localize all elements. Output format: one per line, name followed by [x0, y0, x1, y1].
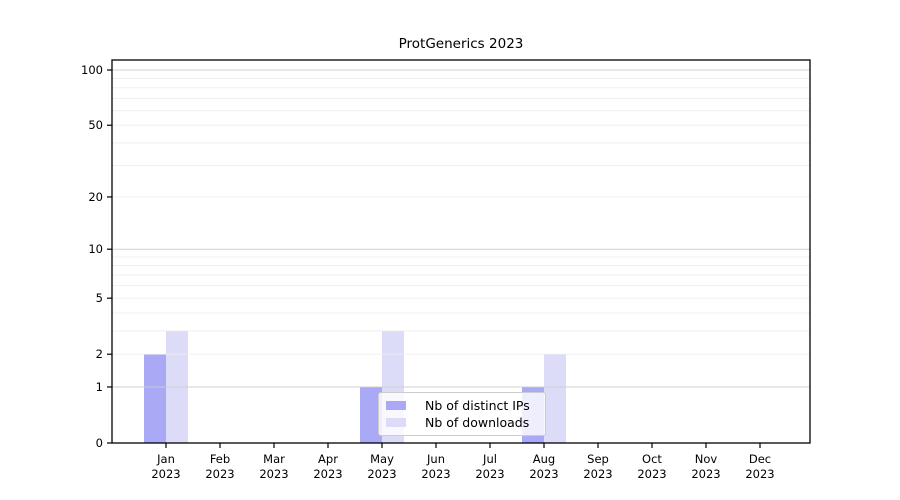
legend-item-downloads: Nb of downloads: [386, 414, 537, 431]
legend-label-downloads: Nb of downloads: [425, 415, 530, 430]
x-tick-label-month: Nov: [695, 452, 718, 466]
plot-border: [111, 59, 811, 444]
x-tick-label-month: Mar: [263, 452, 285, 466]
legend-label-distinct-ips: Nb of distinct IPs: [425, 398, 530, 413]
x-tick-label-month: Jan: [156, 452, 175, 466]
legend-swatch-distinct-ips: [386, 401, 406, 410]
x-tick-label-year: 2023: [367, 467, 396, 481]
x-tick-label-year: 2023: [421, 467, 450, 481]
x-tick-label-month: Dec: [749, 452, 771, 466]
x-tick-label-year: 2023: [151, 467, 180, 481]
bar-distinct-ips-jan: [144, 354, 166, 443]
legend-item-distinct-ips: Nb of distinct IPs: [386, 397, 537, 414]
y-tick-label: 20: [88, 190, 103, 204]
y-tick-label: 0: [96, 436, 103, 450]
x-tick-label-month: Aug: [533, 452, 555, 466]
x-tick-label-month: Apr: [318, 452, 338, 466]
x-tick-label-year: 2023: [691, 467, 720, 481]
chart-title: ProtGenerics 2023: [398, 36, 524, 52]
x-tick-label-year: 2023: [205, 467, 234, 481]
x-tick-label-month: Feb: [210, 452, 230, 466]
x-tick-label-month: Sep: [587, 452, 609, 466]
x-tick-label-month: Oct: [642, 452, 662, 466]
y-tick-label: 5: [96, 291, 103, 305]
legend-swatch-downloads: [386, 418, 406, 427]
x-tick-label-year: 2023: [745, 467, 774, 481]
x-tick-label-month: May: [370, 452, 394, 466]
y-tick-label: 100: [81, 63, 103, 77]
y-tick-label: 10: [88, 242, 103, 256]
y-tick-label: 2: [96, 347, 103, 361]
x-tick-label-year: 2023: [475, 467, 504, 481]
bar-distinct-ips-may: [360, 386, 382, 443]
x-tick-label-year: 2023: [259, 467, 288, 481]
x-tick-label-month: Jun: [426, 452, 445, 466]
x-tick-label-year: 2023: [529, 467, 558, 481]
bar-downloads-aug: [544, 354, 566, 443]
x-tick-label-year: 2023: [637, 467, 666, 481]
x-tick-label-month: Jul: [482, 452, 497, 466]
y-tick-label: 50: [88, 118, 103, 132]
y-tick-label: 1: [96, 380, 103, 394]
x-tick-label-year: 2023: [313, 467, 342, 481]
legend: Nb of distinct IPs Nb of downloads: [378, 392, 546, 436]
x-tick-label-year: 2023: [583, 467, 612, 481]
